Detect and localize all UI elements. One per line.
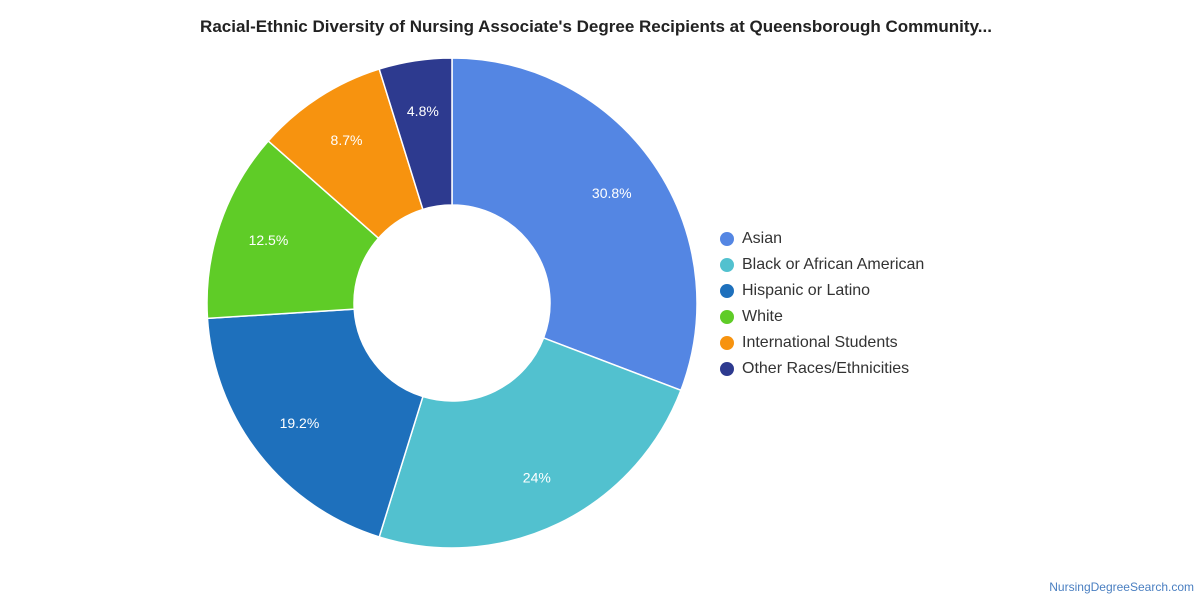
- legend-item[interactable]: Other Races/Ethnicities: [720, 356, 924, 382]
- legend-swatch: [720, 258, 734, 272]
- legend-item[interactable]: Black or African American: [720, 252, 924, 278]
- slice-value-label: 24%: [523, 469, 551, 485]
- slice-value-label: 8.7%: [331, 132, 363, 148]
- legend-label: Black or African American: [742, 256, 925, 273]
- legend-swatch: [720, 232, 734, 246]
- legend-label: White: [742, 308, 783, 325]
- legend-swatch: [720, 310, 734, 324]
- legend-swatch: [720, 362, 734, 376]
- chart-title: Racial-Ethnic Diversity of Nursing Assoc…: [200, 17, 992, 36]
- legend-label: International Students: [742, 334, 898, 351]
- slice-value-label: 12.5%: [249, 232, 289, 248]
- slice-value-label: 30.8%: [592, 185, 632, 201]
- donut-slice-2: [378, 336, 682, 549]
- donut-slice-3: [206, 308, 424, 538]
- legend-swatch: [720, 284, 734, 298]
- slice-value-label: 19.2%: [280, 415, 320, 431]
- legend-label: Hispanic or Latino: [742, 282, 871, 299]
- legend-item[interactable]: International Students: [720, 330, 924, 356]
- legend-item[interactable]: Hispanic or Latino: [720, 278, 924, 304]
- donut-slice-1: [451, 57, 698, 392]
- donut-slice-6: [378, 57, 453, 211]
- legend-item[interactable]: White: [720, 304, 924, 330]
- legend-label: Asian: [742, 230, 783, 247]
- legend-label: Other Races/Ethnicities: [742, 360, 910, 377]
- legend-item[interactable]: Asian: [720, 226, 924, 252]
- source-link[interactable]: NursingDegreeSearch.com: [1049, 580, 1194, 594]
- legend-swatch: [720, 336, 734, 350]
- slice-value-label: 4.8%: [407, 103, 439, 119]
- chart-legend: Asian Black or African American Hispanic o…: [720, 226, 924, 382]
- donut-slice-4: [206, 139, 380, 320]
